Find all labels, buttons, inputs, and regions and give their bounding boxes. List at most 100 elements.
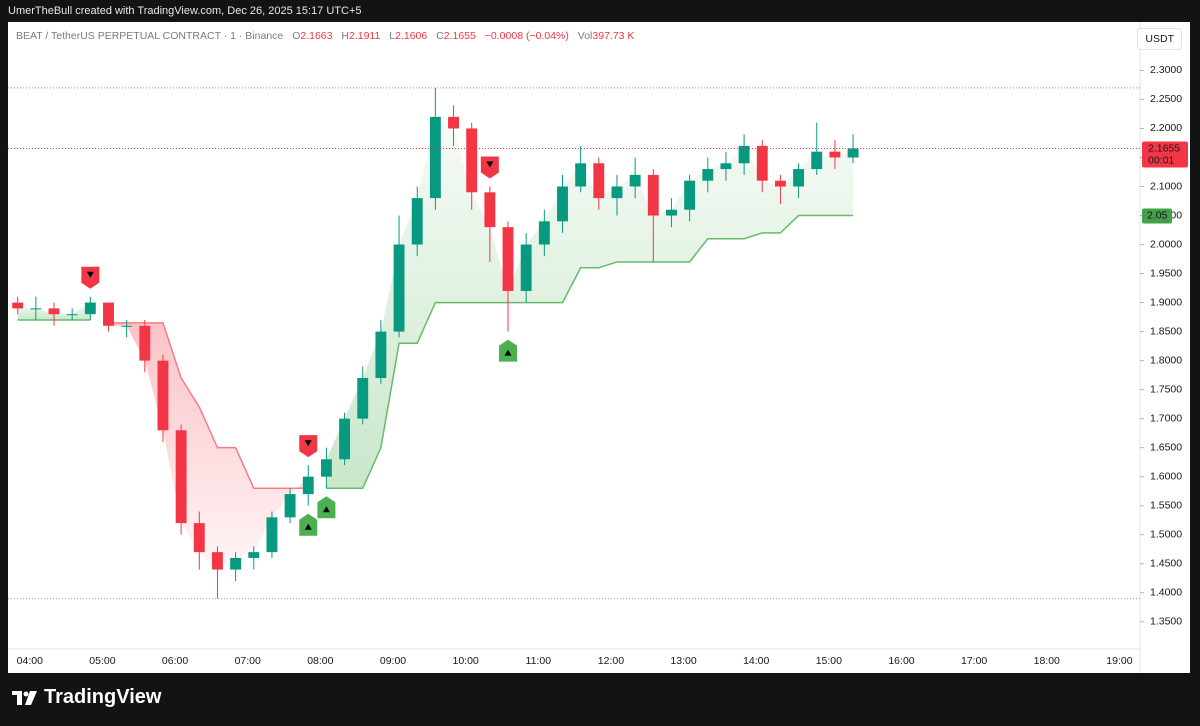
candle-body bbox=[103, 302, 114, 326]
x-tick-label: 09:00 bbox=[380, 655, 406, 667]
candle-body bbox=[375, 331, 387, 379]
candle-body bbox=[666, 209, 677, 216]
candle-body bbox=[847, 148, 859, 158]
candle-body bbox=[175, 430, 187, 524]
signal-arrow bbox=[304, 440, 312, 447]
y-tick-label: 1.4000 bbox=[1150, 587, 1182, 599]
last-price-label: 2.1655 bbox=[1148, 142, 1180, 154]
close: 2.1655 bbox=[443, 30, 476, 42]
signal-arrow bbox=[86, 271, 94, 278]
high: 2.1911 bbox=[349, 30, 381, 42]
l-label: L bbox=[389, 30, 396, 42]
candle-body bbox=[393, 244, 405, 332]
x-tick-label: 13:00 bbox=[670, 655, 696, 667]
trail-line bbox=[326, 214, 854, 490]
y-tick-label: 1.8500 bbox=[1150, 325, 1182, 337]
candle-body bbox=[139, 325, 151, 361]
trend-fill bbox=[108, 322, 309, 570]
candle-body bbox=[484, 192, 496, 228]
candle-body bbox=[629, 174, 641, 187]
candle-body bbox=[12, 302, 24, 309]
countdown: 00:01 bbox=[1148, 154, 1174, 166]
x-tick-label: 16:00 bbox=[888, 655, 914, 667]
y-tick-label: 1.7000 bbox=[1150, 412, 1182, 424]
candle-body bbox=[357, 378, 369, 419]
candle-body bbox=[230, 557, 242, 570]
candle-body bbox=[48, 308, 60, 315]
candle-body bbox=[593, 163, 605, 199]
y-tick-label: 2.0000 bbox=[1150, 238, 1182, 250]
c-label: C bbox=[436, 30, 444, 42]
signal-arrow bbox=[504, 349, 512, 356]
y-tick-label: 2.3000 bbox=[1150, 64, 1182, 76]
x-tick-label: 04:00 bbox=[17, 655, 43, 667]
x-tick-label: 11:00 bbox=[526, 655, 552, 667]
chart: 1.3500 1.4000 1.4500 1.5000 1.5500 1.6000 1.65… bbox=[8, 22, 1188, 673]
x-tick-label: 18:00 bbox=[1034, 655, 1060, 667]
y-tick-label: 1.5000 bbox=[1150, 529, 1182, 541]
y-tick-label: 2.2500 bbox=[1150, 93, 1182, 105]
candle-body bbox=[84, 302, 96, 315]
candle-body bbox=[756, 145, 768, 181]
candle-body bbox=[611, 186, 623, 199]
candle-body bbox=[266, 517, 278, 553]
candle-body bbox=[193, 523, 205, 553]
buy-signal bbox=[499, 339, 518, 362]
y-tick-label: 2.1000 bbox=[1150, 180, 1182, 192]
legend: BEAT / TetherUS PERPETUAL CONTRACT · 1 ·… bbox=[16, 30, 640, 42]
o-label: O bbox=[292, 30, 301, 42]
candle-body bbox=[720, 163, 732, 170]
y-tick-label: 1.5500 bbox=[1150, 499, 1182, 511]
footer: TradingView bbox=[12, 686, 161, 709]
candle-body bbox=[502, 227, 514, 291]
candle-body bbox=[157, 360, 169, 431]
x-tick-label: 08:00 bbox=[307, 655, 333, 667]
x-tick-label: 06:00 bbox=[162, 655, 188, 667]
candle-body bbox=[466, 128, 478, 193]
volume: 397.73 K bbox=[592, 30, 635, 42]
candle-body bbox=[684, 180, 696, 210]
buy-signal bbox=[317, 496, 336, 519]
x-tick-label: 07:00 bbox=[235, 655, 261, 667]
open: 2.1663 bbox=[300, 30, 333, 42]
signal-arrow bbox=[486, 161, 494, 168]
signal-arrow bbox=[304, 523, 312, 530]
candle-body bbox=[829, 151, 841, 158]
brand: TradingView bbox=[44, 686, 162, 708]
candle-body bbox=[647, 174, 659, 216]
buy-signal bbox=[299, 513, 318, 536]
candle-body bbox=[702, 169, 714, 181]
x-tick-label: 10:00 bbox=[453, 655, 479, 667]
logo bbox=[12, 690, 37, 705]
y-tick-label: 1.9500 bbox=[1150, 267, 1182, 279]
trail-tag-label: 2.05 bbox=[1147, 209, 1168, 221]
trail-line bbox=[108, 322, 309, 490]
y-tick-label: 1.6000 bbox=[1150, 470, 1182, 482]
trail-tag bbox=[1142, 208, 1172, 224]
candle-body bbox=[284, 494, 296, 518]
candle-body bbox=[811, 151, 823, 170]
y-tick-label: 2.2000 bbox=[1150, 122, 1182, 134]
symbol: BEAT / TetherUS PERPETUAL CONTRACT · 1 ·… bbox=[16, 30, 284, 42]
vol-label: Vol bbox=[577, 30, 593, 42]
currency-button[interactable]: USDT bbox=[1137, 28, 1182, 50]
candle-body bbox=[30, 308, 42, 310]
candle-body bbox=[793, 169, 805, 187]
candle-body bbox=[121, 325, 133, 327]
candle-body bbox=[557, 186, 568, 222]
x-tick-label: 15:00 bbox=[816, 655, 842, 667]
credit: UmerTheBull created with TradingView.com… bbox=[8, 5, 362, 17]
x-tick-label: 05:00 bbox=[89, 655, 115, 667]
y-tick-label: 1.3500 bbox=[1150, 616, 1182, 628]
trend-fill bbox=[326, 116, 854, 489]
low: 2.1606 bbox=[395, 30, 428, 42]
candle-body bbox=[738, 145, 750, 164]
candle-body bbox=[575, 163, 587, 187]
candle-body bbox=[774, 180, 786, 187]
y-tick-label: 1.7500 bbox=[1150, 383, 1182, 395]
x-tick-label: 17:00 bbox=[961, 655, 987, 667]
y-tick-label: 1.6500 bbox=[1150, 441, 1182, 453]
candle-body bbox=[448, 116, 459, 129]
sell-signal bbox=[81, 266, 100, 289]
